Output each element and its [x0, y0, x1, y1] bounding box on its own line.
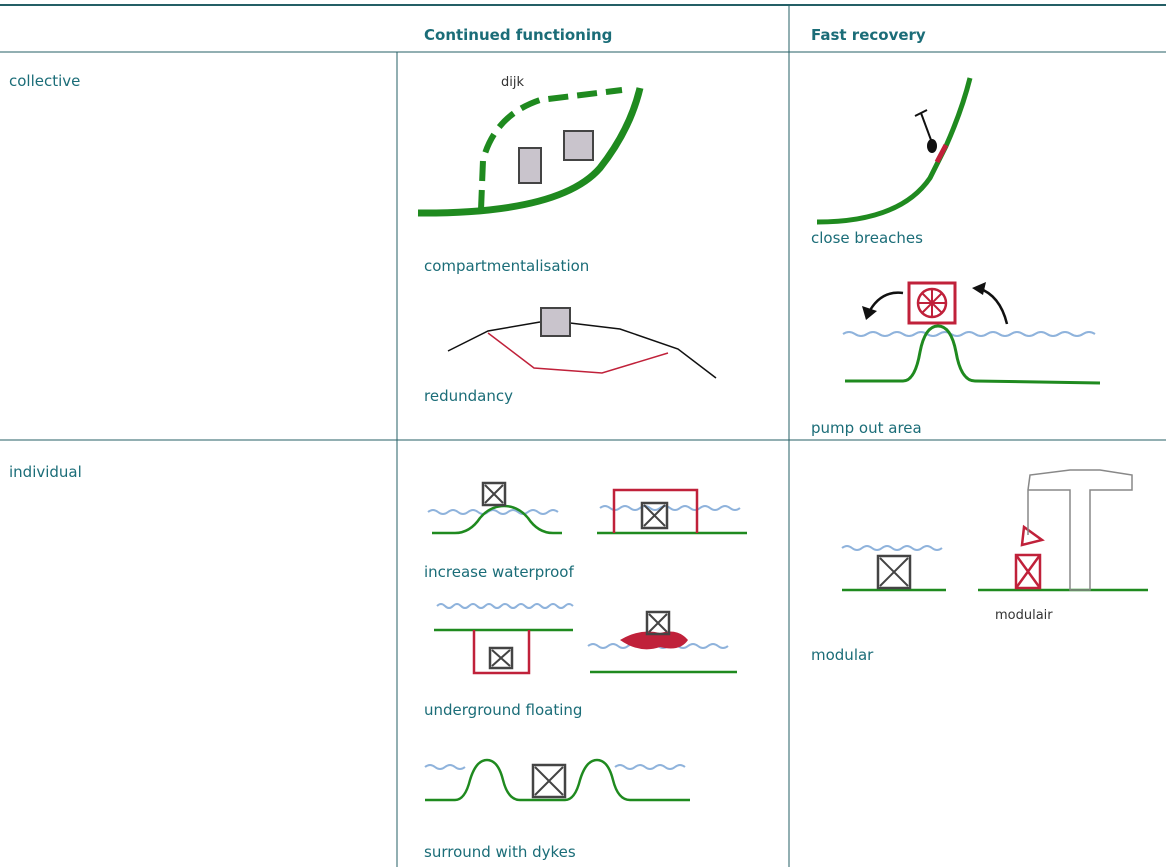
wall: [612, 488, 699, 533]
water: [427, 509, 559, 515]
network: [569, 322, 717, 379]
building: [481, 481, 507, 507]
dike-dashed: [478, 87, 623, 211]
table-lines: [0, 4, 1166, 867]
caption: redundancy: [424, 387, 513, 405]
row-label: collective: [9, 72, 80, 90]
illustration: [841, 469, 1148, 592]
image-text: modulair: [995, 608, 1053, 623]
illustration: [434, 603, 737, 675]
caption: surround with dykes: [424, 843, 576, 861]
building: [531, 763, 567, 799]
caption: compartmentalisation: [424, 257, 589, 275]
water: [841, 545, 943, 551]
caption: pump out area: [811, 419, 922, 437]
building: [643, 504, 666, 527]
water: [424, 764, 466, 770]
dike: [816, 77, 973, 225]
dike: [845, 324, 1101, 385]
illustration: [816, 77, 973, 225]
building: [518, 147, 542, 184]
network: [447, 321, 541, 352]
building: [563, 130, 594, 161]
shovel: [927, 139, 937, 153]
illustration: [447, 307, 717, 379]
caption: underground floating: [424, 701, 582, 719]
header: Fast recovery: [811, 26, 926, 44]
water: [842, 331, 1096, 337]
crane: [1027, 469, 1133, 591]
illustration: [842, 281, 1101, 385]
building: [488, 646, 514, 670]
module: [1020, 524, 1045, 547]
building: [648, 613, 668, 633]
water: [436, 603, 574, 609]
float: [620, 631, 688, 650]
caption: modular: [811, 646, 874, 664]
pump: [918, 289, 946, 317]
basement: [472, 630, 531, 675]
header: Continued functioning: [424, 26, 612, 44]
building: [540, 307, 571, 337]
shovel: [914, 109, 928, 117]
arrow: [862, 306, 877, 320]
module: [1014, 553, 1042, 590]
building: [491, 649, 511, 667]
building: [534, 766, 564, 796]
water: [599, 505, 741, 511]
row-label: individual: [9, 463, 82, 481]
dike: [417, 87, 644, 217]
shovel: [920, 112, 932, 141]
illustration: [417, 87, 644, 217]
building: [879, 557, 909, 587]
module: [1014, 554, 1042, 589]
building: [645, 610, 671, 636]
dikes: [425, 758, 690, 802]
building: [484, 484, 504, 504]
arrow: [972, 282, 986, 295]
building: [640, 501, 669, 530]
image-text: dijk: [501, 75, 524, 90]
caption: close breaches: [811, 229, 923, 247]
illustration: [427, 481, 747, 535]
network-alt: [487, 332, 669, 374]
caption: increase waterproof: [424, 563, 574, 581]
illustration: [424, 758, 690, 802]
building: [876, 554, 912, 590]
water: [614, 764, 686, 770]
breach: [934, 143, 949, 164]
